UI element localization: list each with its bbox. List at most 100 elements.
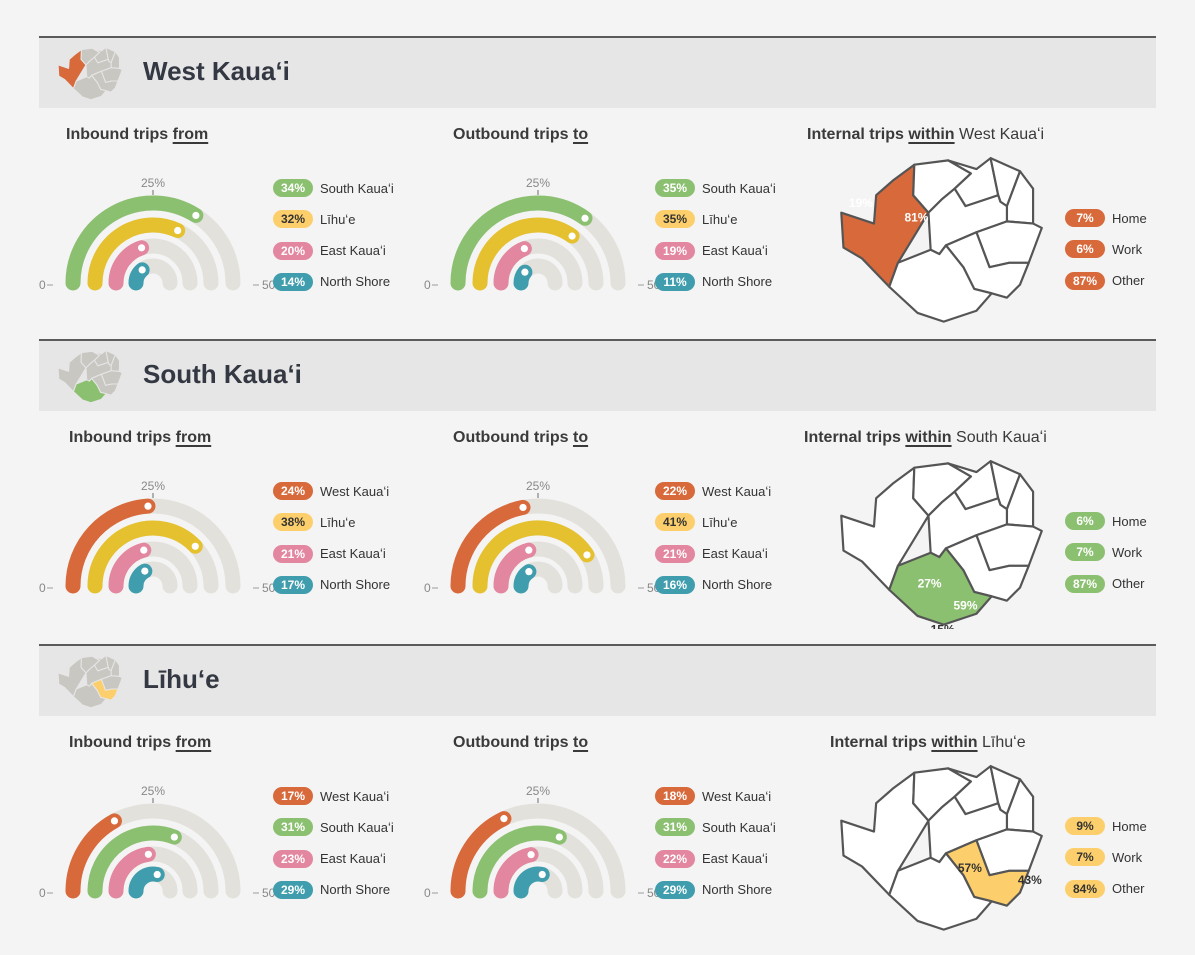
gauge-bar-end-dot <box>527 851 535 859</box>
axis-min-label: 0 <box>39 581 46 595</box>
legend-label: East Kauaʻi <box>320 546 386 562</box>
map-region-south <box>888 244 993 323</box>
axis-min-label: 0 <box>39 278 46 292</box>
gauge-bar-east <box>493 542 537 594</box>
section-header: South Kauaʻi <box>39 341 1156 411</box>
legend-item: 17% West Kauaʻi <box>273 786 389 806</box>
heading-keyword: to <box>572 429 589 446</box>
gauge-bar-end-dot <box>583 551 591 559</box>
legend-item: 41% Līhuʻe <box>655 512 737 532</box>
legend-item: 31% South Kauaʻi <box>273 817 394 837</box>
legend-label: West Kauaʻi <box>702 788 772 804</box>
legend-item: 23% East Kauaʻi <box>273 849 386 869</box>
section-title: South Kauaʻi <box>143 359 302 389</box>
legend-value-badge: 11% <box>655 272 695 291</box>
legend-label: Līhuʻe <box>320 211 356 227</box>
legend-value-badge: 21% <box>273 544 313 563</box>
trip-purpose-item: 7% Work <box>1065 847 1142 867</box>
gauge-bar-end-dot <box>141 567 149 575</box>
legend-item: 34% South Kauaʻi <box>273 178 394 198</box>
inbound-gauge: 025%50% <box>31 476 286 606</box>
legend-label: West Kauaʻi <box>320 788 390 804</box>
map-region-south <box>72 682 107 709</box>
purpose-label: Work <box>1112 241 1143 257</box>
gauge-bar-lihue <box>472 217 580 291</box>
purpose-value-badge: 7% <box>1065 543 1105 562</box>
inbound-gauge: 025%50% <box>31 781 286 911</box>
gauge-bar-end-dot <box>144 502 152 510</box>
heading-prefix: Inbound trips <box>69 734 176 751</box>
legend-label: Līhuʻe <box>702 514 738 530</box>
purpose-value-badge: 87% <box>1065 271 1105 290</box>
gauge-bar-lihue <box>472 520 595 594</box>
gauge-bar-end-dot <box>191 542 199 550</box>
map-region-south <box>72 377 107 404</box>
gauge-bar-end-dot <box>153 870 161 879</box>
legend-value-badge: 35% <box>655 210 695 229</box>
region-locator-icon <box>56 654 124 710</box>
legend-value-badge: 23% <box>273 849 313 868</box>
gauge-bar-end-dot <box>525 568 533 576</box>
legend-item: 14% North Shore <box>273 272 390 292</box>
purpose-value-badge: 87% <box>1065 574 1105 593</box>
gauge-bar-end-dot <box>500 815 508 823</box>
purpose-value-badge: 6% <box>1065 512 1105 530</box>
legend-value-badge: 35% <box>655 179 695 197</box>
outbound-gauge: 025%50% <box>416 476 671 606</box>
legend-item: 19% East Kauaʻi <box>655 241 768 261</box>
purpose-label: Home <box>1112 818 1147 834</box>
trip-purpose-item: 87% Other <box>1065 271 1145 291</box>
trip-purpose-item: 6% Home <box>1065 511 1147 531</box>
legend-value-badge: 22% <box>655 482 695 500</box>
gauge-bar-end-dot <box>525 546 533 554</box>
map-share-label: 15% <box>931 622 955 629</box>
section-header: West Kauaʻi <box>39 38 1156 108</box>
legend-label: East Kauaʻi <box>320 851 386 867</box>
section-title: West Kauaʻi <box>143 56 290 86</box>
heading-prefix: Internal trips <box>804 429 906 446</box>
purpose-label: Home <box>1112 210 1147 226</box>
purpose-label: Home <box>1112 513 1147 529</box>
legend-item: 35% South Kauaʻi <box>655 178 776 198</box>
gauge-bar-end-dot <box>520 245 528 253</box>
legend-item: 32% Līhuʻe <box>273 209 355 229</box>
map-share-label: 27% <box>918 577 942 591</box>
gauge-bar-north <box>513 866 550 899</box>
legend-item: 16% North Shore <box>655 575 772 595</box>
gauge-bar-south <box>450 195 593 291</box>
internal-trips-map: 27% 59% 15% <box>826 459 1056 636</box>
internal-heading: Internal trips within Līhuʻe <box>830 734 1026 752</box>
purpose-label: Other <box>1112 273 1145 289</box>
trip-purpose-item: 7% Work <box>1065 542 1142 562</box>
legend-item: 21% East Kauaʻi <box>273 544 386 564</box>
legend-label: North Shore <box>702 274 773 290</box>
map-share-label: 57% <box>958 861 982 875</box>
legend-item: 21% East Kauaʻi <box>655 544 768 564</box>
trip-purpose-item: 9% Home <box>1065 816 1147 836</box>
gauge-bar-north <box>128 866 165 899</box>
purpose-value-badge: 6% <box>1065 240 1105 259</box>
legend-item: 29% North Shore <box>655 880 772 900</box>
outbound-heading: Outbound trips to <box>453 126 588 144</box>
map-region-west <box>840 771 930 896</box>
gauge-bar-end-dot <box>140 546 148 554</box>
legend-value-badge: 41% <box>655 513 695 532</box>
region-locator-icon <box>56 46 124 102</box>
internal-heading: Internal trips within West Kauaʻi <box>807 126 1044 144</box>
gauge-bar-end-dot <box>174 226 182 235</box>
map-share-label: 81% <box>904 210 928 224</box>
map-region-west <box>840 466 930 591</box>
map-region-west <box>57 352 87 393</box>
map-region-west <box>57 49 87 90</box>
legend-item: 17% North Shore <box>273 575 390 595</box>
gauge-bar-end-dot <box>170 833 178 841</box>
gauge-bar-end-dot <box>137 244 146 252</box>
heading-keyword: from <box>175 429 212 446</box>
legend-item: 31% South Kauaʻi <box>655 817 776 837</box>
legend-label: North Shore <box>702 577 773 593</box>
axis-mid-label: 25% <box>141 176 165 190</box>
legend-label: South Kauaʻi <box>702 819 776 835</box>
trip-purpose-item: 84% Other <box>1065 879 1145 899</box>
inbound-heading: Inbound trips from <box>69 429 211 447</box>
heading-keyword: from <box>175 734 212 751</box>
